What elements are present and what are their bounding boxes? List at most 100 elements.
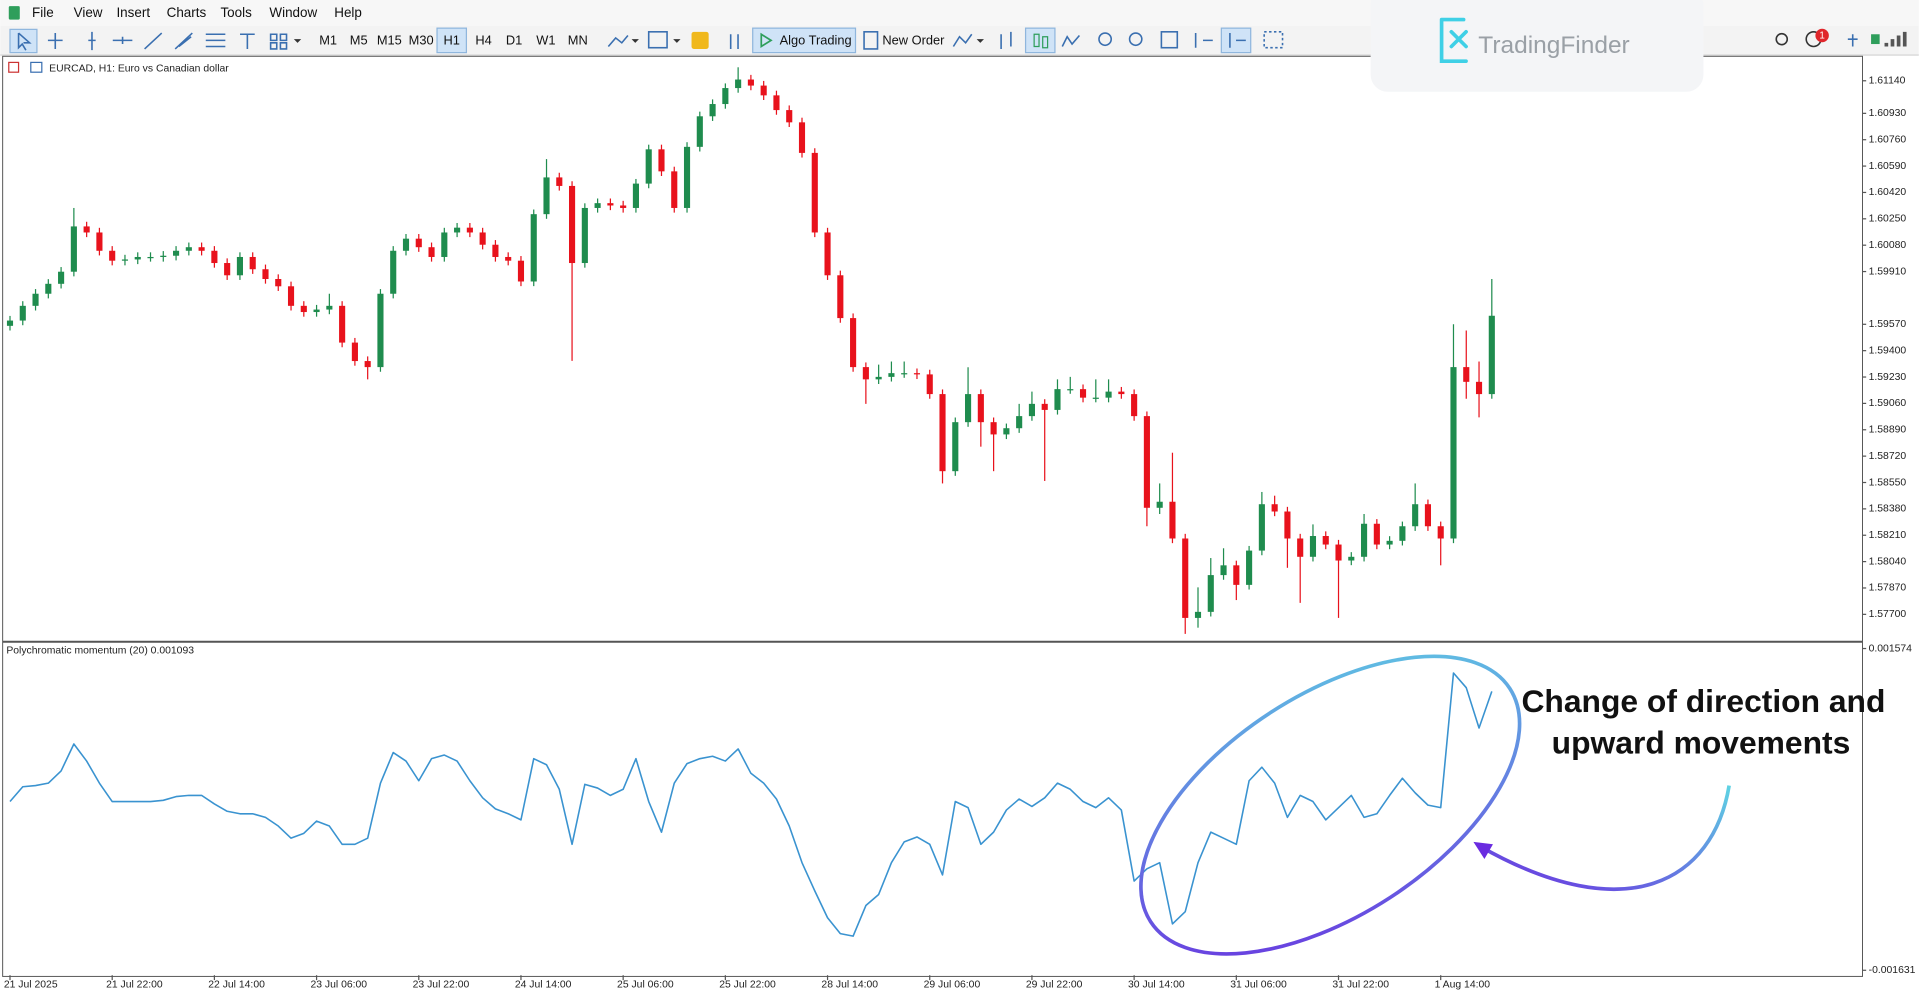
menu-item[interactable]: Insert — [116, 5, 150, 20]
x-tick-label: 24 Jul 14:00 — [515, 980, 572, 991]
hline-icon[interactable] — [112, 36, 133, 45]
screenshot-icon[interactable] — [1263, 31, 1284, 49]
timeframe-button[interactable]: MN — [568, 32, 588, 47]
candle-body — [517, 260, 525, 282]
y-tick-label: 1.60420 — [1869, 187, 1907, 198]
candle-body — [569, 185, 576, 264]
candle-body — [1437, 526, 1444, 539]
menu-item[interactable]: Help — [334, 5, 362, 20]
timeframe-button[interactable]: M30 — [409, 32, 434, 47]
candle-body — [492, 244, 499, 257]
candle-body — [351, 342, 358, 362]
y-tick-label: 1.57700 — [1869, 609, 1907, 620]
algo-trading-label[interactable]: Algo Trading — [780, 32, 852, 47]
bar-chart-icon[interactable] — [1000, 31, 1012, 49]
y-tick-label: 1.59230 — [1869, 372, 1907, 383]
zoom-in-icon[interactable] — [1098, 32, 1113, 47]
trade-icon[interactable] — [729, 34, 739, 49]
text-icon[interactable] — [240, 33, 255, 49]
menu-item[interactable]: Tools — [220, 5, 252, 20]
shapes-icon[interactable] — [269, 33, 288, 50]
candle-body — [696, 116, 703, 147]
template-icon[interactable] — [647, 31, 668, 49]
channel-icon[interactable] — [174, 32, 193, 50]
candle-body — [977, 394, 984, 423]
arrow-head — [1473, 841, 1493, 859]
timeframe-button[interactable]: W1 — [536, 32, 555, 47]
candle-body — [722, 88, 729, 105]
grid-icon[interactable] — [1160, 31, 1179, 49]
dropdown-arrow[interactable] — [631, 39, 639, 43]
timeframe-button[interactable]: M1 — [319, 32, 337, 47]
candle-body — [1143, 416, 1150, 508]
candle-body — [683, 146, 691, 208]
candle-body — [1399, 526, 1406, 541]
timeframe-button[interactable]: H1 — [444, 32, 460, 47]
candle-body — [1054, 389, 1061, 410]
candle-body — [926, 374, 933, 395]
candle-body — [1373, 523, 1380, 545]
candle-body — [760, 85, 767, 96]
y-tick-label: 1.60930 — [1869, 108, 1907, 119]
connection-icon — [1871, 34, 1880, 45]
pointer-button[interactable] — [9, 28, 38, 54]
timeframe-active[interactable] — [436, 27, 468, 54]
candles-button[interactable] — [1024, 27, 1056, 54]
candle-body — [1067, 389, 1074, 391]
timeframe-button[interactable]: D1 — [506, 32, 522, 47]
timeframe-button[interactable]: H4 — [475, 32, 491, 47]
candle-body — [1194, 611, 1202, 618]
x-tick-label: 25 Jul 06:00 — [617, 980, 674, 991]
signal-icon[interactable] — [1847, 34, 1858, 47]
dropdown-arrow[interactable] — [293, 39, 302, 43]
logo-panel — [1370, 0, 1704, 92]
autoscroll-icon[interactable] — [1194, 33, 1213, 48]
y-tick-label: 1.58040 — [1869, 556, 1907, 567]
menu-item[interactable]: Charts — [167, 5, 207, 20]
candle-body — [32, 293, 39, 306]
x-tick-label: 25 Jul 22:00 — [719, 980, 776, 991]
candle-body — [543, 177, 550, 215]
timeframe-button[interactable]: M5 — [350, 32, 368, 47]
trendline-icon[interactable] — [144, 32, 163, 50]
menu-item[interactable]: View — [74, 5, 103, 20]
candle-body — [300, 305, 307, 313]
new-order-icon[interactable] — [863, 31, 879, 50]
candle-body — [326, 305, 333, 310]
candle-body — [147, 256, 154, 259]
new-order-label[interactable]: New Order — [882, 32, 945, 47]
candle-body — [415, 238, 422, 248]
candle-body — [160, 255, 167, 257]
timeframe-button[interactable]: M15 — [377, 32, 402, 47]
market-icon[interactable] — [691, 31, 709, 49]
candle-body — [594, 203, 601, 208]
fibo-icon[interactable] — [205, 33, 226, 48]
candle-body — [1424, 504, 1431, 527]
dropdown-arrow[interactable] — [673, 39, 681, 43]
dropdown-arrow[interactable] — [976, 39, 984, 43]
candle-body — [939, 394, 946, 472]
y-tick-label: 1.58380 — [1869, 504, 1907, 515]
chart-type-icon[interactable] — [952, 33, 973, 47]
candle-body — [19, 305, 26, 321]
menu-item[interactable]: Window — [269, 5, 317, 20]
x-tick-label: 29 Jul 22:00 — [1026, 980, 1083, 991]
candle-body — [1131, 394, 1138, 417]
shift-icon — [1229, 33, 1246, 48]
crosshair-icon[interactable] — [47, 33, 63, 49]
candle-body — [70, 226, 77, 272]
zoom-out-icon[interactable] — [1128, 32, 1143, 47]
indicator-icon[interactable] — [607, 34, 629, 48]
line-chart-icon[interactable] — [1061, 34, 1081, 47]
candle-body — [96, 232, 103, 251]
candle-body — [952, 422, 959, 472]
candle-body — [1361, 523, 1368, 557]
y-tick-label: 1.61140 — [1869, 76, 1906, 87]
x-tick-label: 1 Aug 14:00 — [1435, 980, 1491, 991]
search-icon[interactable] — [1775, 32, 1789, 46]
vline-icon[interactable] — [88, 31, 96, 51]
menu-item[interactable]: File — [32, 5, 54, 20]
app-icon — [8, 6, 20, 20]
candle-body — [287, 286, 295, 306]
